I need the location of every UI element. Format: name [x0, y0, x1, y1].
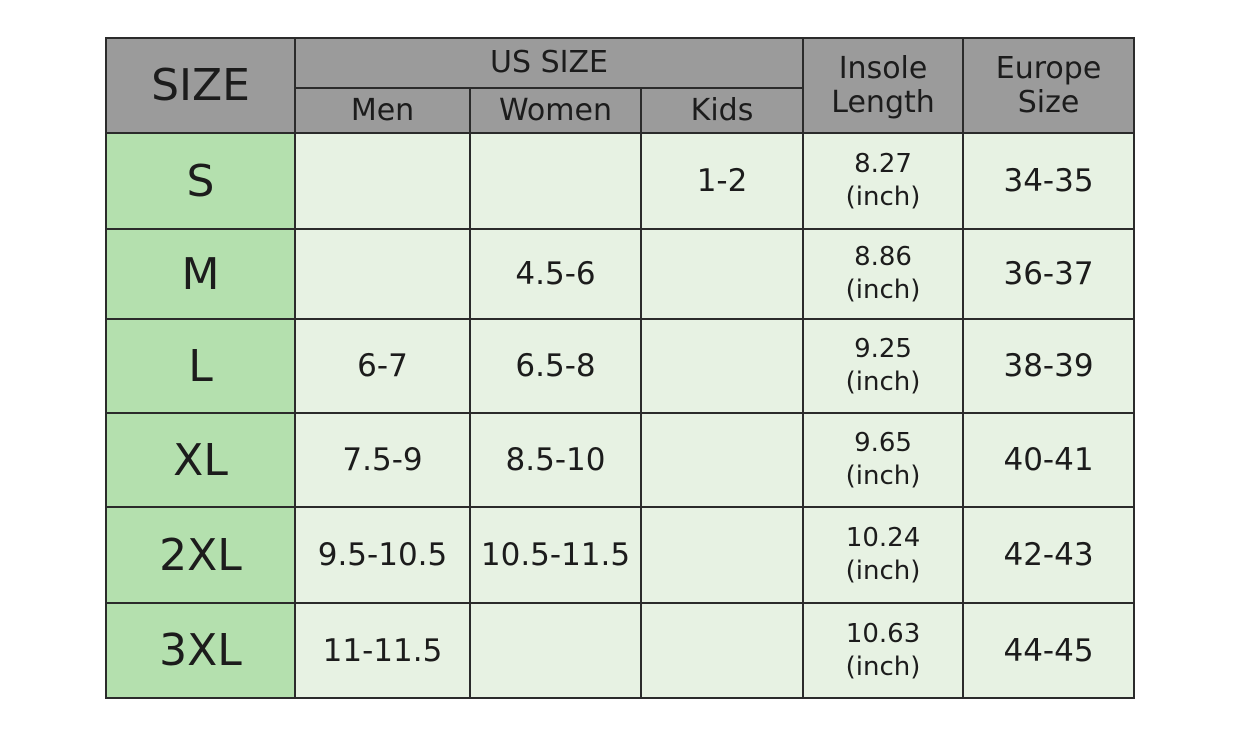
- table-cell: 10.5-11.5: [469, 506, 642, 604]
- table-cell: 44-45: [962, 602, 1136, 699]
- table-cell: 7.5-9: [294, 412, 471, 508]
- table-cell: [639, 412, 805, 508]
- table-cell: 9.5-10.5: [294, 506, 471, 604]
- table-cell: 8.86 (inch): [802, 228, 965, 320]
- table-cell: 10.63 (inch): [802, 602, 965, 699]
- size-cell: L: [105, 318, 296, 414]
- table-row: L 6-7 6.5-8 9.25 (inch) 38-39: [105, 318, 1136, 414]
- table-cell: [294, 132, 471, 230]
- table-cell: 9.65 (inch): [802, 412, 965, 508]
- header-cell: Europe Size: [962, 37, 1136, 134]
- size-table: SIZE US SIZE Insole Length Europe Size M…: [105, 37, 1136, 699]
- table-row: 2XL 9.5-10.5 10.5-11.5 10.24 (inch) 42-43: [105, 506, 1136, 604]
- table-body: S 1-2 8.27 (inch) 34-35 M 4.5-6 8.86 (inch) 36-…: [105, 132, 1136, 699]
- table-cell: [639, 602, 805, 699]
- table-cell: 9.25 (inch): [802, 318, 965, 414]
- header-cell: US SIZE: [293, 37, 805, 89]
- table-cell: 4.5-6: [469, 228, 642, 320]
- size-cell: S: [105, 132, 296, 230]
- table-cell: 1-2: [639, 132, 805, 230]
- size-cell: XL: [105, 412, 296, 508]
- table-cell: [469, 602, 642, 699]
- table-cell: [469, 132, 642, 230]
- header-cell: Insole Length: [802, 37, 965, 134]
- size-cell: 2XL: [105, 506, 296, 604]
- table-row: 3XL 11-11.5 10.63 (inch) 44-45: [105, 602, 1136, 699]
- table-row: M 4.5-6 8.86 (inch) 36-37: [105, 228, 1136, 320]
- size-cell: 3XL: [105, 602, 296, 699]
- table-cell: [294, 228, 471, 320]
- table-cell: 38-39: [962, 318, 1136, 414]
- header-cell: SIZE: [105, 37, 296, 134]
- table-cell: 40-41: [962, 412, 1136, 508]
- size-cell: M: [105, 228, 296, 320]
- table-cell: 11-11.5: [294, 602, 471, 699]
- table-cell: 42-43: [962, 506, 1136, 604]
- table-cell: 6-7: [294, 318, 471, 414]
- table-cell: [639, 506, 805, 604]
- table-cell: 36-37: [962, 228, 1136, 320]
- header-cell: Women: [469, 87, 642, 134]
- table-row: S 1-2 8.27 (inch) 34-35: [105, 132, 1136, 230]
- header-cell: Kids: [639, 87, 805, 134]
- table-cell: 34-35: [962, 132, 1136, 230]
- table-cell: 8.27 (inch): [802, 132, 965, 230]
- table-cell: 10.24 (inch): [802, 506, 965, 604]
- table-cell: [639, 228, 805, 320]
- table-cell: 8.5-10: [469, 412, 642, 508]
- table-row: XL 7.5-9 8.5-10 9.65 (inch) 40-41: [105, 412, 1136, 508]
- table-cell: [639, 318, 805, 414]
- header-cell: Men: [294, 87, 471, 134]
- table-cell: 6.5-8: [469, 318, 642, 414]
